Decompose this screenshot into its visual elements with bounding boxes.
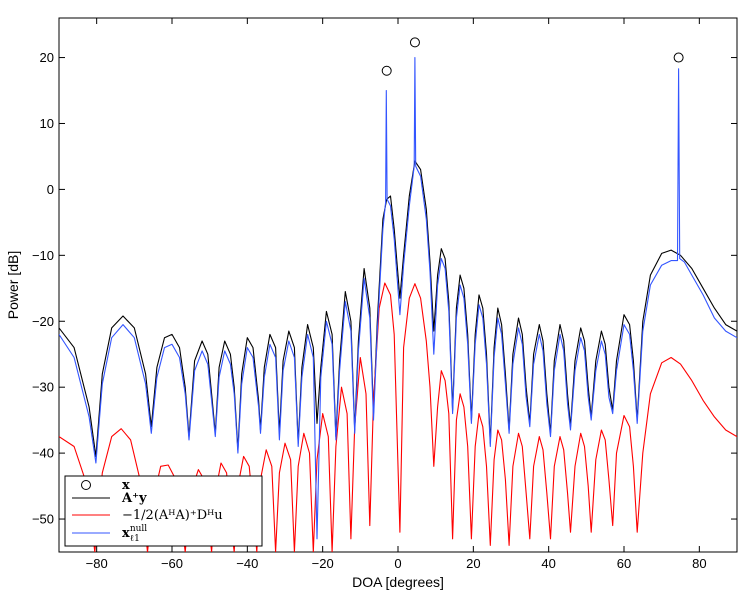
x-tick-label: 40 (541, 556, 555, 571)
marker-point-1 (409, 37, 420, 48)
marker-point-0 (381, 65, 392, 76)
x-tick-label: −60 (161, 556, 183, 571)
legend-label-s1: −1/2(AᴴA)⁺Dᴴu (122, 508, 223, 523)
x-tick-label: −40 (236, 556, 258, 571)
y-axis-label: Power [dB] (5, 251, 21, 319)
marker-point-2 (673, 52, 684, 63)
y-tick-label: 0 (47, 182, 54, 197)
y-tick-label: −30 (32, 380, 54, 395)
x-tick-label: −80 (86, 556, 108, 571)
y-tick-label: −40 (32, 446, 54, 461)
legend-label-s2-base: x (122, 526, 130, 541)
y-tick-label: −50 (32, 512, 54, 527)
x-tick-label: 20 (466, 556, 480, 571)
legend-label-x: x (122, 478, 130, 493)
y-tick-label: −10 (32, 248, 54, 263)
y-tick-label: −20 (32, 314, 54, 329)
legend-label-s2: xℓ1null (122, 524, 147, 544)
legend: x A⁺y −1/2(AᴴA)⁺Dᴴu xℓ1null (64, 475, 263, 547)
x-tick-label: 60 (617, 556, 631, 571)
y-tick-label: 20 (40, 50, 54, 65)
legend-marker-x (81, 480, 91, 490)
x-tick-label: 80 (692, 556, 706, 571)
x-axis-label: DOA [degrees] (352, 574, 444, 590)
legend-label-s0: A⁺y (121, 491, 147, 506)
series-line-2 (59, 57, 737, 540)
y-tick-label: 10 (40, 116, 54, 131)
legend-label-s2-sub: ℓ1 (130, 534, 140, 544)
legend-box (64, 475, 263, 547)
series-line-0 (59, 160, 737, 457)
legend-label-s2-sup: null (130, 524, 147, 534)
x-tick-label: 0 (394, 556, 401, 571)
x-tick-label: −20 (312, 556, 334, 571)
